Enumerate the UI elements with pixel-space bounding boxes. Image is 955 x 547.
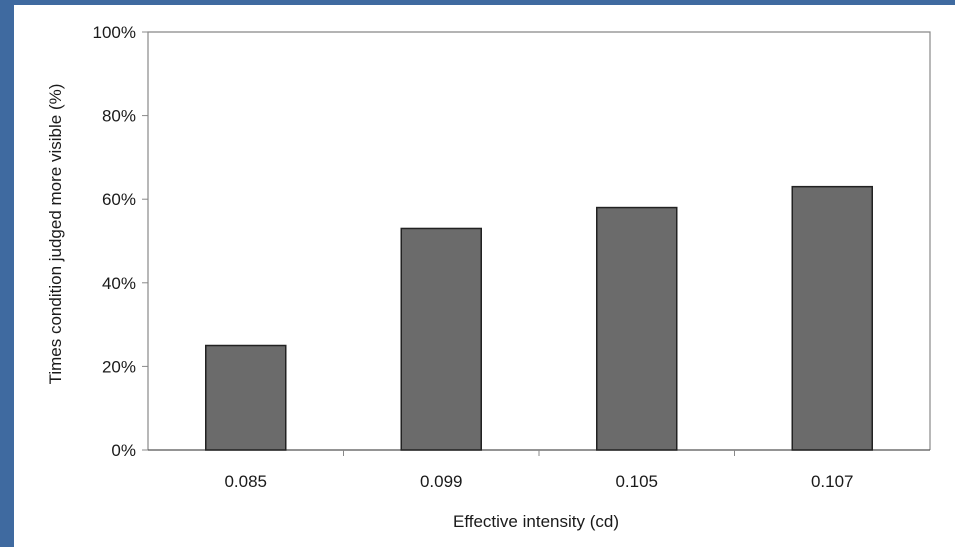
bars	[205, 185, 873, 451]
y-axis-title: Times condition judged more visible (%)	[46, 84, 65, 385]
bar-0.107	[791, 185, 873, 451]
y-tick-label: 20%	[102, 357, 136, 376]
plot-border	[147, 31, 931, 450]
y-tick-label: 40%	[102, 274, 136, 293]
x-tick-label: 0.107	[811, 472, 854, 491]
x-tick-label: 0.099	[420, 472, 463, 491]
x-tick-label: 0.105	[615, 472, 658, 491]
bar-0.105	[596, 206, 678, 451]
bar-0.099	[400, 227, 482, 451]
y-tick-label: 0%	[111, 441, 136, 460]
y-tick-label: 80%	[102, 107, 136, 126]
bar-0.085	[205, 344, 287, 451]
x-tick-label: 0.085	[224, 472, 267, 491]
x-axis-ticks: 0.085 0.099 0.105 0.107	[224, 450, 854, 491]
x-axis-title: Effective intensity (cd)	[453, 512, 619, 531]
y-tick-label: 100%	[93, 23, 136, 42]
y-tick-label: 60%	[102, 190, 136, 209]
y-axis-ticks: 0% 20% 40% 60% 80% 100%	[93, 23, 148, 460]
